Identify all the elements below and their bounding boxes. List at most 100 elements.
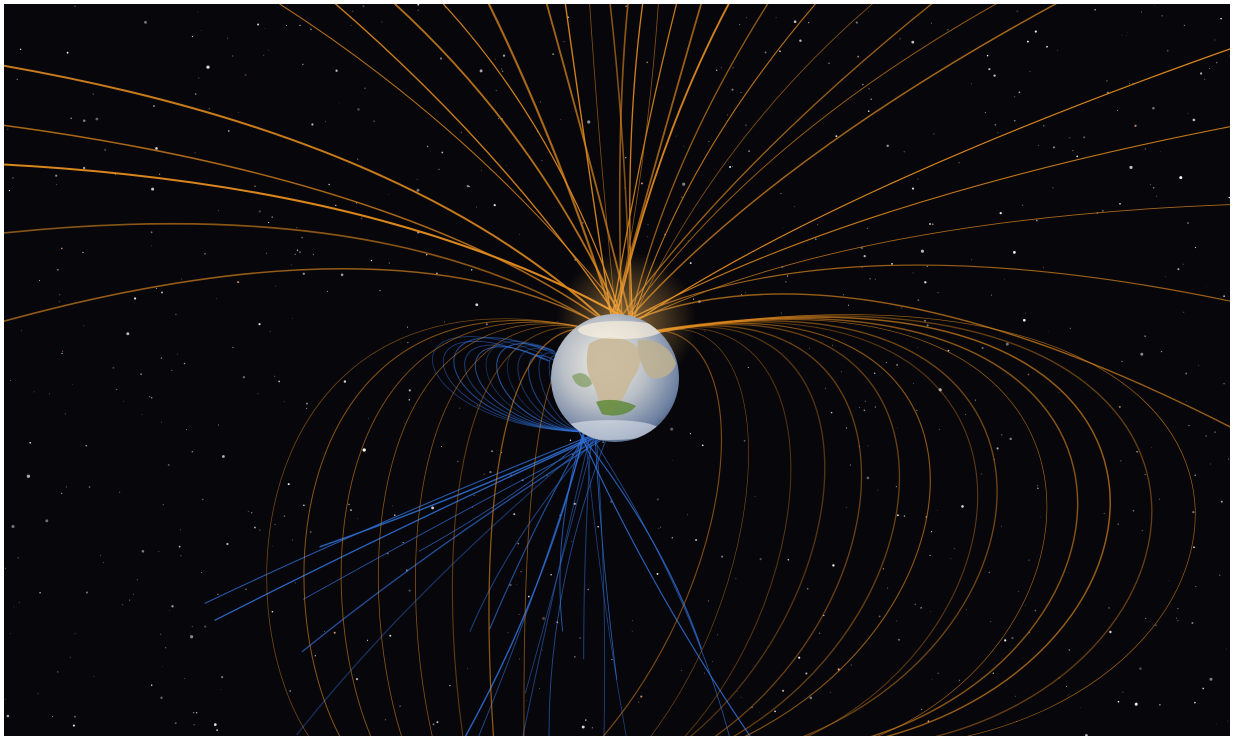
star — [485, 323, 488, 326]
star — [965, 414, 966, 415]
star — [253, 526, 256, 529]
star — [999, 211, 1002, 215]
star — [775, 17, 777, 19]
field-line — [453, 337, 587, 433]
star — [1161, 15, 1163, 17]
star — [198, 77, 200, 79]
star — [99, 554, 101, 556]
star — [1228, 458, 1229, 460]
star — [1120, 460, 1122, 462]
star — [1016, 10, 1019, 13]
star — [202, 498, 204, 501]
star — [85, 591, 89, 594]
star — [408, 389, 411, 392]
star — [193, 712, 195, 714]
star — [258, 323, 261, 326]
star — [550, 573, 552, 576]
star — [1177, 608, 1179, 610]
star — [122, 604, 124, 606]
star — [990, 294, 992, 296]
star — [1083, 136, 1086, 139]
star — [646, 236, 648, 238]
continent-europe-africa — [586, 337, 641, 416]
star — [868, 88, 870, 90]
star — [194, 152, 196, 154]
star — [937, 292, 939, 294]
star — [174, 722, 177, 725]
star — [1048, 330, 1050, 332]
star — [301, 236, 303, 239]
star — [560, 119, 562, 121]
star — [1166, 49, 1169, 52]
star — [194, 93, 197, 95]
star — [82, 251, 84, 254]
star — [707, 600, 710, 602]
star — [542, 616, 546, 620]
star — [1144, 148, 1146, 150]
star — [1176, 617, 1177, 619]
star — [903, 515, 906, 517]
field-line — [630, 48, 1230, 325]
star — [426, 145, 429, 148]
star — [1151, 446, 1152, 448]
star — [119, 491, 121, 493]
star — [929, 223, 931, 225]
star — [408, 589, 411, 592]
star — [1213, 421, 1215, 423]
star — [751, 706, 753, 709]
star — [406, 326, 409, 328]
star — [294, 253, 296, 255]
star — [920, 607, 922, 609]
star — [1220, 17, 1222, 20]
star — [1034, 30, 1037, 33]
star — [946, 28, 949, 31]
star — [917, 299, 920, 302]
star — [470, 269, 473, 271]
star — [299, 251, 301, 253]
star — [399, 705, 401, 707]
star — [1046, 45, 1048, 48]
star — [866, 227, 868, 229]
star — [1160, 350, 1163, 353]
star — [787, 559, 790, 561]
star — [1159, 704, 1161, 706]
field-line — [496, 343, 587, 433]
star — [715, 69, 718, 72]
star — [242, 376, 246, 379]
star — [501, 70, 504, 73]
star — [582, 221, 584, 224]
star — [625, 5, 627, 7]
star — [845, 506, 847, 508]
star — [745, 292, 746, 294]
star — [1194, 474, 1196, 476]
star — [1126, 35, 1128, 36]
star — [931, 679, 933, 681]
star — [1013, 251, 1016, 254]
star — [357, 518, 359, 520]
star — [988, 571, 991, 574]
star — [506, 165, 507, 166]
star — [1179, 176, 1183, 180]
star — [74, 5, 76, 7]
star — [1106, 80, 1108, 82]
star — [917, 178, 919, 180]
star — [103, 562, 104, 564]
star — [64, 413, 66, 415]
south-field-lines — [204, 336, 751, 736]
star — [1028, 559, 1030, 561]
star — [877, 489, 879, 491]
star — [191, 35, 193, 38]
star — [141, 550, 145, 553]
star — [69, 656, 71, 658]
star — [74, 633, 76, 635]
star — [476, 206, 477, 208]
star — [731, 165, 734, 168]
field-line — [631, 315, 1153, 736]
star — [16, 78, 18, 81]
vegetation-band — [596, 399, 636, 416]
star — [540, 101, 541, 103]
vegetation-patch — [572, 373, 592, 388]
star — [1186, 222, 1190, 225]
star — [1067, 695, 1069, 697]
star — [181, 278, 183, 280]
